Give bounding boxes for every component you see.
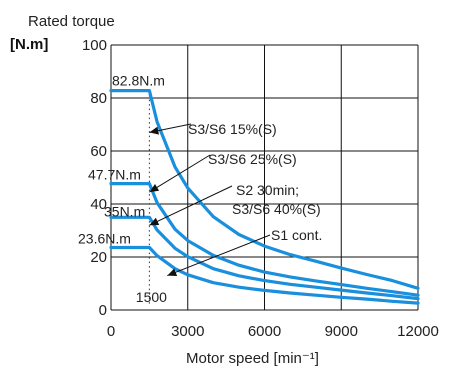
annotation-arrowhead <box>149 126 159 135</box>
value-labels: 82.8N.m 47.7N.m 35N.m 23.6N.m <box>78 73 165 247</box>
annotation-arrowhead <box>149 184 160 193</box>
annotation-label: S3/S6 40%(S) <box>232 201 321 217</box>
series-line <box>109 88 420 290</box>
chart-title: Rated torque <box>28 13 115 30</box>
annotation-label: S2 30min; <box>236 182 299 198</box>
annotation-leader <box>149 185 233 226</box>
annotation-label: S1 cont. <box>271 227 322 243</box>
x-tick-label: 3000 <box>171 323 204 340</box>
y-tick-label: 80 <box>90 90 107 107</box>
value-label: 82.8N.m <box>112 73 165 89</box>
tick-labels: 0 3000 6000 9000 12000 0 20 40 60 80 100 <box>82 37 439 340</box>
annotation-leader <box>149 154 211 193</box>
annotations: S3/S6 15%(S) S3/S6 25%(S) S2 30min; S3/S6 4… <box>149 121 322 277</box>
value-label: 35N.m <box>104 203 145 219</box>
annotation-label: S3/S6 25%(S) <box>208 151 297 167</box>
annotation-arrowhead <box>167 268 178 276</box>
annotation-label: S3/S6 15%(S) <box>188 121 277 137</box>
y-tick-label: 40 <box>90 196 107 213</box>
series-lines <box>109 88 420 305</box>
x-tick-label: 12000 <box>397 323 439 340</box>
base-speed-marker: 1500 <box>136 90 167 305</box>
series-line <box>109 245 420 305</box>
x-tick-label: 0 <box>107 323 115 340</box>
series-line <box>109 182 420 297</box>
y-axis-unit-label: [N.m] <box>10 36 48 53</box>
y-tick-label: 60 <box>90 143 107 160</box>
x-tick-label: 9000 <box>325 323 358 340</box>
y-tick-label: 20 <box>90 249 107 266</box>
x-axis-label: Motor speed [min⁻¹] <box>186 350 319 367</box>
x-tick-label: 6000 <box>248 323 281 340</box>
y-tick-label: 100 <box>82 37 107 54</box>
value-label: 23.6N.m <box>78 230 131 246</box>
value-label: 47.7N.m <box>88 167 141 183</box>
y-tick-label: 0 <box>99 302 107 319</box>
grid <box>110 44 419 311</box>
annotation-leader <box>167 234 271 277</box>
base-speed-label: 1500 <box>136 289 167 305</box>
series-line <box>109 215 420 301</box>
annotation-arrowhead <box>149 217 160 226</box>
